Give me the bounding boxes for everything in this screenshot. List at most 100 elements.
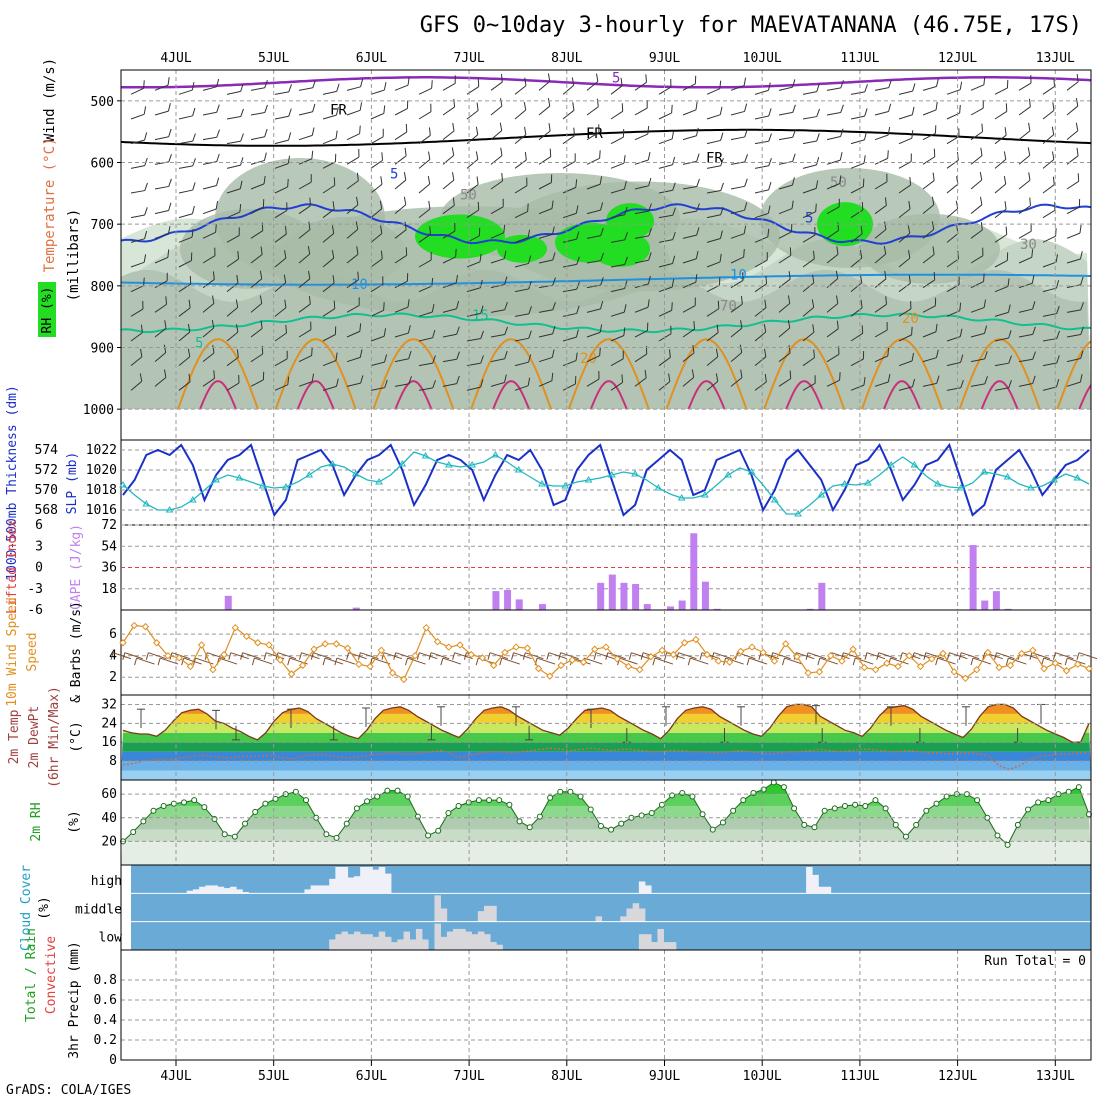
wind-speed-marker [568,656,577,664]
barb-flag [838,198,840,207]
barb-staff [802,306,815,317]
wind-barb [634,369,647,387]
wind-units-label: Wind (m/s) [42,58,58,142]
thickness-tick-label: 572 [35,463,58,478]
barb-staff [418,159,431,169]
rh-marker [150,807,157,814]
wind-barb [874,321,888,338]
wind-barb [1018,375,1036,387]
barb-staff [202,136,217,141]
rh-marker [404,793,411,800]
barb-flag [908,275,911,284]
barb-flag [840,80,844,89]
wind-speed-marker [1062,667,1071,675]
wind-barb [394,172,407,190]
barb-flag [192,182,196,191]
wind-barb [898,153,912,169]
wind-barb-flag [899,652,903,660]
barb-flag [236,349,239,358]
barb-flag [764,373,767,383]
barb-flag [379,200,383,209]
wind-barb [466,151,479,169]
barb-staff [562,238,577,243]
barb-staff [394,280,408,289]
barb-staff [370,361,385,367]
wind-barb [922,78,939,91]
wind-barb-flag [110,652,114,660]
wind-barb [154,249,170,264]
barb-staff [874,278,887,289]
barb-staff [874,355,889,363]
rh-marker [709,826,716,833]
rh-marker [862,802,869,809]
wind-speed-marker [343,644,352,652]
cloud-low-bar [422,939,429,950]
wind-barb [154,178,172,190]
wind-barb-10m [560,652,579,660]
wind-barb [682,101,698,116]
wind-barb [490,224,506,239]
barb-flag [191,229,194,238]
rh-legend-swatch [38,282,56,337]
barb-staff [946,387,961,391]
wind-barb [922,101,938,116]
barb-staff [274,91,289,95]
wind-barb [394,376,412,387]
barb-flag [696,153,700,162]
cloud-low-bar [663,942,671,950]
wind-barb [442,222,456,239]
rh-marker [191,797,198,804]
barb-flag [792,104,796,113]
barb-flag [576,231,580,240]
cloud-low-bar [638,934,646,950]
wind-speed-marker [916,662,925,671]
contour-label: 5 [612,70,620,86]
wind-barb [754,275,768,293]
barb-flag [715,348,719,357]
barb-flag [744,178,748,187]
barb-staff [874,205,887,215]
cloud-high-bar [360,867,367,894]
barb-flag [238,374,240,384]
wind-barb-10m [548,652,568,660]
barb-staff [274,332,287,342]
wind-barb [922,271,936,289]
barb-staff [298,205,311,215]
barb-staff [1018,205,1031,215]
cloud-low-bar [484,934,491,950]
barb-staff [634,330,648,338]
wind-barb-flag [711,652,715,660]
barb-staff [682,281,697,289]
barb-flag [887,150,889,159]
barb-staff [610,110,623,120]
rh-marker [516,818,523,825]
barb-staff [922,132,936,141]
barb-flag [959,104,961,114]
barb-flag [454,75,456,84]
wind-barb [1042,378,1060,391]
wind-barb [346,102,363,116]
rh-marker [740,797,747,804]
wind-barb [922,323,938,338]
rh-marker [841,802,848,809]
wind-barb [610,155,626,169]
rh-marker [333,834,340,841]
wind-barb [346,221,359,239]
barb-staff [754,381,767,391]
barb-flag [672,156,676,165]
wind-speed-marker [164,651,172,660]
barb-staff [562,312,577,317]
barb-flag [935,349,939,358]
barb-staff [178,115,193,120]
barb-staff [514,237,529,243]
cape-bar [806,608,814,610]
barb-staff [634,377,647,387]
wind-barb-10m [890,657,909,665]
wind-barb [466,279,483,293]
barb-flag [574,375,577,384]
rh2m-pct-label: (%) [67,810,82,833]
wind-barb [778,345,791,363]
wind-barb-10m [619,657,638,665]
barb-staff [802,282,815,293]
barb-staff [490,334,505,338]
